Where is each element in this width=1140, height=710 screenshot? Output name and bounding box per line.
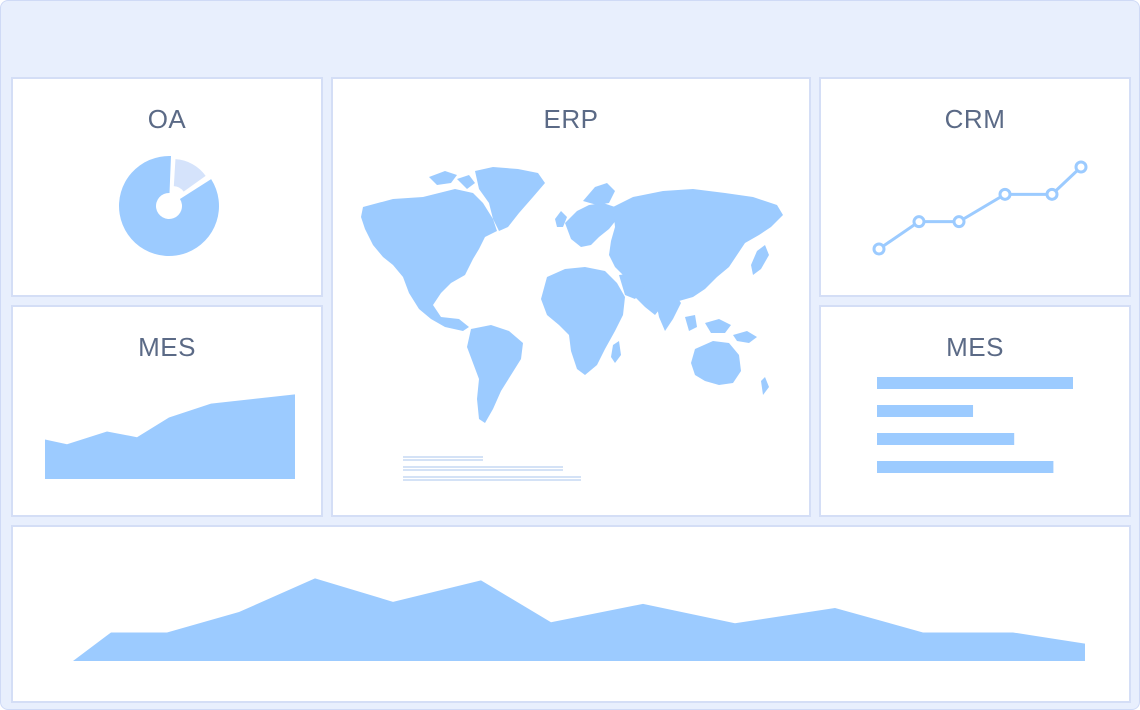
oa-title: OA — [147, 104, 187, 134]
mes-left-title: MES — [138, 332, 196, 362]
pie-slice-main — [118, 156, 219, 256]
mes-left-panel[interactable]: MES — [11, 305, 323, 517]
crm-panel[interactable]: CRM — [819, 77, 1131, 297]
mes-right-title: MES — [946, 332, 1004, 362]
mes-right-panel[interactable]: MES — [819, 305, 1131, 517]
mes-left-area-chart — [45, 394, 295, 479]
bottom-panel[interactable] — [11, 525, 1131, 703]
world-map-icon — [361, 167, 783, 481]
erp-panel[interactable]: ERP — [331, 77, 811, 517]
oa-panel[interactable]: OA — [11, 77, 323, 297]
mes-right-bar-2 — [877, 433, 1015, 445]
mes-right-bar-1 — [877, 405, 974, 417]
pie-slice-small — [173, 159, 206, 192]
crm-title: CRM — [944, 104, 1006, 134]
bottom-area-chart — [73, 578, 1085, 661]
mes-right-bar-0 — [877, 377, 1073, 389]
oa-pie-chart — [118, 156, 219, 256]
crm-point-3 — [998, 187, 1012, 201]
crm-point-1 — [912, 215, 926, 229]
mes-left-area — [45, 394, 295, 479]
crm-point-0 — [872, 242, 886, 256]
crm-line-chart — [872, 160, 1088, 256]
crm-point-5 — [1074, 160, 1088, 174]
mes-right-bar-chart — [877, 377, 1073, 473]
crm-point-4 — [1045, 187, 1059, 201]
bottom-area — [73, 578, 1085, 661]
erp-title: ERP — [543, 104, 599, 134]
crm-point-2 — [952, 215, 966, 229]
crm-series-line — [878, 165, 1083, 251]
mes-right-bar-3 — [877, 461, 1054, 473]
